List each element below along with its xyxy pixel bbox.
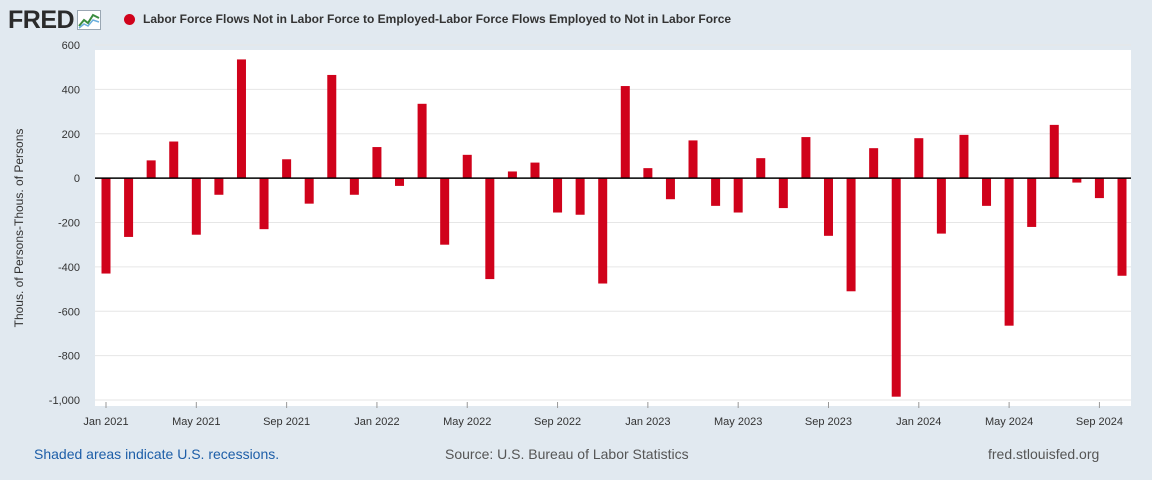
- bar[interactable]: [959, 134, 969, 179]
- x-tick-label: Sep 2021: [263, 416, 310, 428]
- bar[interactable]: [914, 138, 924, 179]
- bar[interactable]: [575, 178, 585, 215]
- y-tick-label: -400: [58, 262, 80, 274]
- x-tick-label: May 2021: [172, 416, 220, 428]
- bar[interactable]: [440, 178, 450, 245]
- legend-series-marker: [124, 13, 135, 25]
- bar[interactable]: [688, 140, 698, 179]
- recession-note: Shaded areas indicate U.S. recessions.: [34, 446, 280, 462]
- x-axis: Jan 2021 May 2021 Sep 2021 Jan 2022 May 2022…: [83, 402, 1123, 428]
- bar[interactable]: [214, 178, 224, 195]
- bar[interactable]: [236, 59, 246, 179]
- bar[interactable]: [1004, 178, 1014, 326]
- fred-logo-text: FRED: [8, 5, 75, 34]
- y-tick-label: -1,000: [49, 395, 80, 407]
- bar[interactable]: [530, 162, 540, 179]
- x-tick-label: Jan 2021: [83, 416, 128, 428]
- bar[interactable]: [1094, 178, 1104, 199]
- bar[interactable]: [191, 178, 201, 235]
- site-link[interactable]: fred.stlouisfed.org: [988, 446, 1100, 462]
- x-tick-label: May 2023: [714, 416, 762, 428]
- bar[interactable]: [169, 141, 179, 179]
- bar[interactable]: [643, 168, 653, 179]
- bar[interactable]: [846, 178, 856, 292]
- bar[interactable]: [711, 178, 721, 206]
- bar[interactable]: [891, 178, 901, 397]
- bar[interactable]: [1049, 124, 1059, 179]
- bar[interactable]: [1027, 178, 1037, 227]
- bar[interactable]: [327, 74, 337, 179]
- bar[interactable]: [372, 147, 382, 179]
- source-note: Source: U.S. Bureau of Labor Statistics: [445, 446, 689, 462]
- x-tick-label: Jan 2023: [625, 416, 670, 428]
- bar[interactable]: [620, 86, 630, 179]
- bar[interactable]: [778, 178, 788, 209]
- line-chart-icon: [77, 10, 102, 30]
- bar[interactable]: [395, 178, 405, 186]
- y-tick-label: -600: [58, 306, 80, 318]
- x-tick-label: Sep 2022: [534, 416, 581, 428]
- y-tick-label: 400: [62, 84, 80, 96]
- bar[interactable]: [869, 148, 879, 179]
- bar[interactable]: [936, 178, 946, 234]
- bar[interactable]: [553, 178, 563, 213]
- plot-area: [95, 50, 1131, 406]
- bar[interactable]: [665, 178, 675, 200]
- x-tick-label: Jan 2022: [354, 416, 399, 428]
- bar[interactable]: [801, 137, 811, 179]
- x-tick-label: Sep 2024: [1076, 416, 1123, 428]
- x-tick-label: Sep 2023: [805, 416, 852, 428]
- fred-logo[interactable]: FRED: [8, 5, 102, 34]
- bar[interactable]: [349, 178, 359, 195]
- bar[interactable]: [1072, 178, 1082, 183]
- x-tick-label: May 2022: [443, 416, 491, 428]
- bar-chart[interactable]: 600 400 200 0 -200 -400 -600 -800 -1,000 Jan 202…: [0, 0, 1152, 440]
- bar[interactable]: [982, 178, 992, 206]
- y-tick-label: 0: [74, 173, 80, 185]
- bar[interactable]: [733, 178, 743, 213]
- y-tick-label: -200: [58, 218, 80, 230]
- bar[interactable]: [146, 160, 156, 179]
- bar[interactable]: [282, 159, 292, 179]
- bar[interactable]: [507, 171, 517, 179]
- bar[interactable]: [124, 178, 134, 237]
- y-tick-label: 200: [62, 129, 80, 141]
- y-tick-label: 600: [62, 40, 80, 52]
- bar-series: [95, 59, 1131, 397]
- bar[interactable]: [462, 154, 472, 179]
- y-axis-title: Thous. of Persons-Thous. of Persons: [12, 129, 26, 328]
- bar[interactable]: [304, 178, 314, 204]
- bar[interactable]: [598, 178, 608, 284]
- bar[interactable]: [485, 178, 495, 280]
- bar[interactable]: [756, 158, 766, 179]
- y-axis: 600 400 200 0 -200 -400 -600 -800 -1,000: [49, 40, 80, 407]
- legend-series-label: Labor Force Flows Not in Labor Force to …: [143, 12, 732, 26]
- bar[interactable]: [1117, 178, 1127, 276]
- bar[interactable]: [823, 178, 833, 236]
- x-tick-label: May 2024: [985, 416, 1033, 428]
- y-tick-label: -800: [58, 351, 80, 363]
- legend[interactable]: Labor Force Flows Not in Labor Force to …: [124, 10, 731, 28]
- bar[interactable]: [101, 178, 111, 274]
- bar[interactable]: [417, 103, 427, 179]
- x-tick-label: Jan 2024: [896, 416, 941, 428]
- chart-header: FRED Labor Force Flows Not in Labor Forc…: [0, 0, 1152, 40]
- bar[interactable]: [259, 178, 269, 230]
